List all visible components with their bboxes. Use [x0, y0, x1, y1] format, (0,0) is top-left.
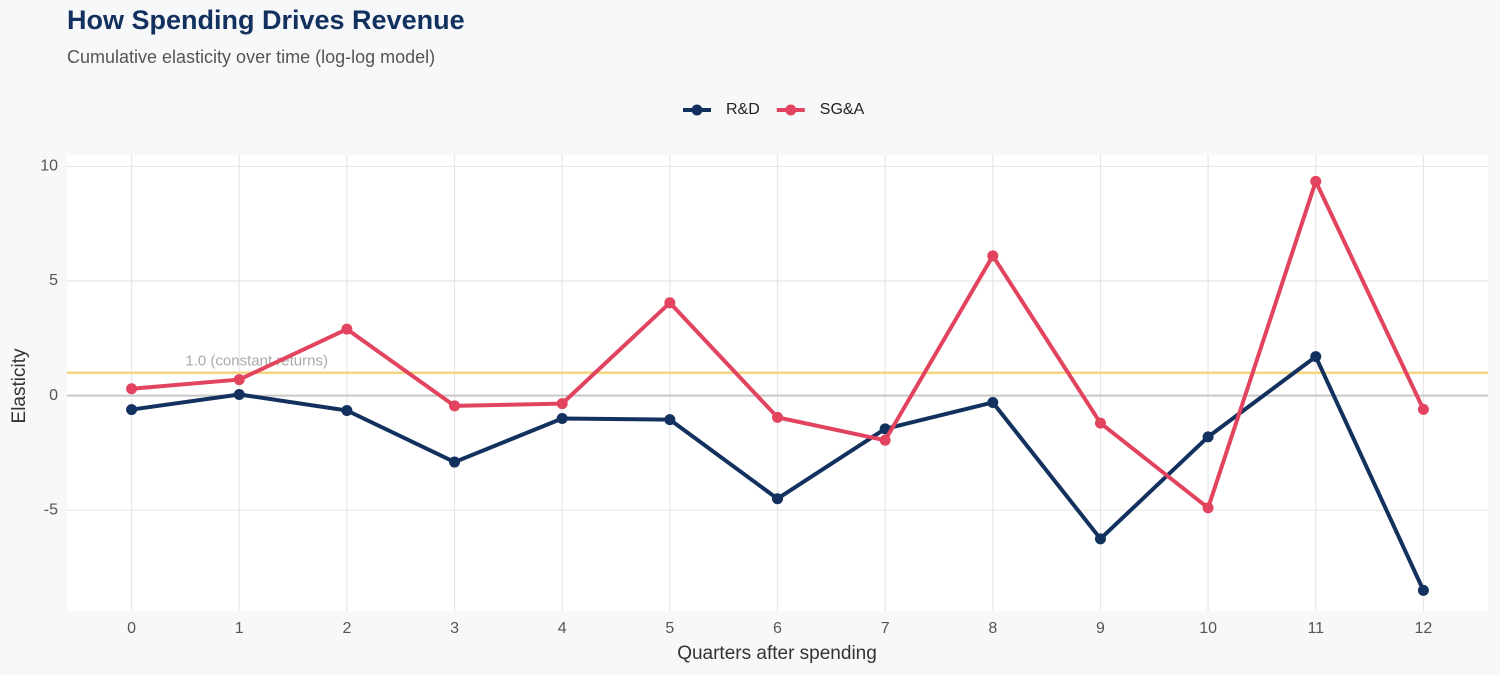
- x-tick-label: 10: [1199, 620, 1217, 637]
- data-point: [1094, 533, 1106, 545]
- data-point: [556, 398, 568, 410]
- data-point: [879, 423, 891, 435]
- x-tick-label: 0: [127, 620, 136, 637]
- data-point: [341, 323, 353, 335]
- data-point: [1310, 351, 1322, 363]
- data-point: [664, 297, 676, 309]
- data-point: [341, 404, 353, 416]
- x-axis-label: Quarters after spending: [677, 643, 877, 664]
- x-tick-label: 7: [881, 620, 890, 637]
- y-tick-label: 10: [40, 158, 58, 175]
- data-point: [879, 434, 891, 446]
- y-tick-label: -5: [44, 501, 58, 518]
- x-tick-label: 3: [450, 620, 459, 637]
- legend-label: SG&A: [820, 101, 865, 118]
- data-point: [1417, 584, 1429, 596]
- data-point: [126, 404, 138, 416]
- data-point: [1202, 431, 1214, 443]
- data-point: [449, 456, 461, 468]
- legend-swatch-dot: [785, 104, 797, 116]
- legend-swatch-dot: [691, 104, 703, 116]
- x-tick-label: 2: [342, 620, 351, 637]
- data-point: [1310, 175, 1322, 187]
- x-tick-label: 1: [235, 620, 244, 637]
- data-point: [664, 414, 676, 426]
- data-point: [126, 383, 138, 395]
- data-point: [1417, 403, 1429, 415]
- y-tick-label: 5: [49, 272, 58, 289]
- data-point: [1202, 502, 1214, 514]
- data-point: [772, 411, 783, 423]
- data-point: [556, 413, 568, 425]
- legend: R&D SG&A: [683, 101, 865, 118]
- data-point: [772, 493, 783, 505]
- legend-label: R&D: [726, 101, 760, 118]
- x-tick-label: 9: [1096, 620, 1105, 637]
- y-axis-label: Elasticity: [9, 348, 30, 423]
- data-point: [233, 388, 245, 400]
- chart-title: How Spending Drives Revenue: [67, 5, 465, 35]
- x-tick-label: 6: [773, 620, 782, 637]
- reference-label: 1.0 (constant returns): [185, 353, 328, 370]
- x-tick-label: 8: [988, 620, 997, 637]
- x-tick-label: 4: [558, 620, 567, 637]
- x-tick-label: 5: [665, 620, 674, 637]
- y-tick-label: 0: [49, 387, 58, 404]
- chart-subtitle: Cumulative elasticity over time (log-log…: [67, 47, 435, 67]
- data-point: [987, 396, 999, 408]
- data-point: [1094, 417, 1106, 429]
- x-tick-label: 12: [1415, 620, 1433, 637]
- data-point: [987, 250, 999, 262]
- x-tick-label: 11: [1307, 620, 1324, 637]
- data-point: [449, 400, 461, 412]
- data-point: [233, 374, 245, 386]
- marks: [126, 175, 1429, 596]
